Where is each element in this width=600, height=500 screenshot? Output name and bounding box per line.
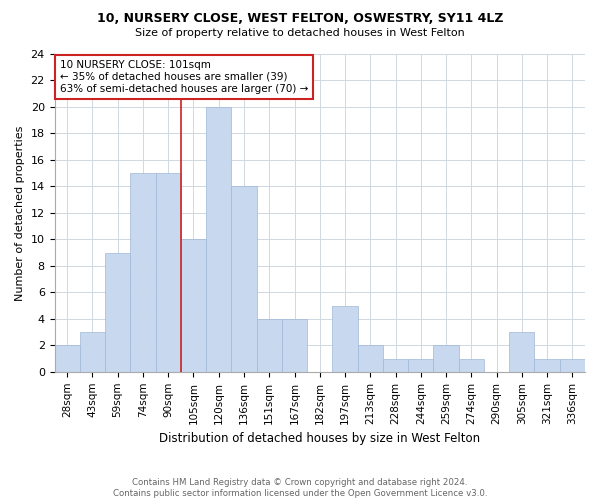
Text: 10 NURSERY CLOSE: 101sqm
← 35% of detached houses are smaller (39)
63% of semi-d: 10 NURSERY CLOSE: 101sqm ← 35% of detach… (60, 60, 308, 94)
Bar (509, 332, 535, 372)
Text: Size of property relative to detached houses in West Felton: Size of property relative to detached ho… (135, 28, 465, 38)
Y-axis label: Number of detached properties: Number of detached properties (15, 125, 25, 300)
Bar (433, 346, 458, 372)
Bar (257, 319, 282, 372)
Bar (155, 173, 181, 372)
Bar (105, 252, 130, 372)
Bar (80, 332, 105, 372)
Bar (232, 186, 257, 372)
Bar (332, 306, 358, 372)
Text: Contains HM Land Registry data © Crown copyright and database right 2024.
Contai: Contains HM Land Registry data © Crown c… (113, 478, 487, 498)
Bar (408, 358, 433, 372)
Bar (206, 107, 232, 372)
Bar (383, 358, 408, 372)
Bar (458, 358, 484, 372)
Bar (181, 240, 206, 372)
Bar (535, 358, 560, 372)
Bar (560, 358, 585, 372)
Text: 10, NURSERY CLOSE, WEST FELTON, OSWESTRY, SY11 4LZ: 10, NURSERY CLOSE, WEST FELTON, OSWESTRY… (97, 12, 503, 26)
Bar (358, 346, 383, 372)
Bar (55, 346, 80, 372)
X-axis label: Distribution of detached houses by size in West Felton: Distribution of detached houses by size … (159, 432, 481, 445)
Bar (130, 173, 155, 372)
Bar (282, 319, 307, 372)
